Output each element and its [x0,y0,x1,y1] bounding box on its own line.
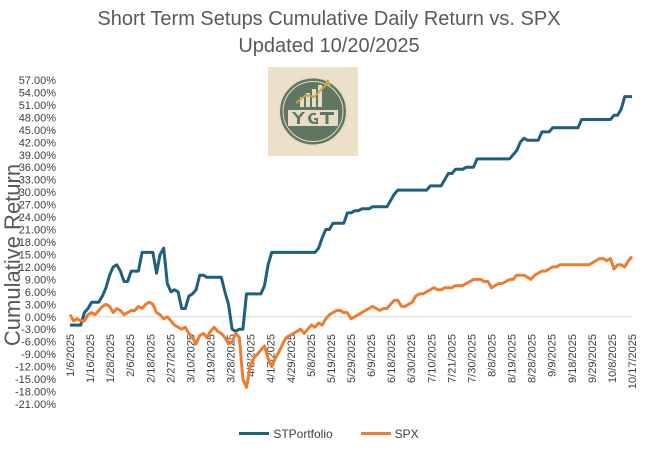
y-tick-label: 24.00% [19,212,57,224]
series-lines [68,95,634,389]
y-axis-ticks: 57.00%54.00%51.00%48.00%45.00%42.00%39.0… [15,75,56,411]
y-tick-label: 54.00% [19,87,57,99]
x-tick-label: 10/8/2025 [607,334,619,383]
series-line-spx [68,255,634,389]
x-tick-label: 5/19/2025 [326,334,338,383]
legend-item-stportfolio: STPortfolio [239,426,333,441]
y-tick-label: 57.00% [19,75,57,87]
chart-title: Short Term Setups Cumulative Daily Retur… [97,8,561,30]
x-tick-label: 2/27/2025 [165,334,177,383]
x-tick-label: 4/17/2025 [266,334,278,383]
x-tick-label: 4/8/2025 [246,334,258,377]
x-tick-label: 4/29/2025 [286,334,298,383]
x-tick-label: 3/28/2025 [226,334,238,383]
legend-swatch [239,432,270,435]
legend-label: STPortfolio [273,426,333,441]
x-tick-label: 1/6/2025 [65,334,77,377]
x-tick-label: 7/21/2025 [446,334,458,383]
y-tick-label: 27.00% [19,200,57,212]
y-tick-label: -15.00% [15,374,56,386]
x-axis-ticks: 1/6/2025 1/16/2025 1/28/2025 2/6/2025 2/18/2… [65,334,639,389]
x-tick-label: 3/19/2025 [206,334,218,383]
x-tick-label: 3/10/2025 [185,334,197,383]
x-tick-label: 8/19/2025 [507,334,519,383]
chart-title-block: Short Term Setups Cumulative Daily Retur… [0,6,658,60]
x-tick-label: 9/9/2025 [547,334,559,377]
y-tick-label: 3.00% [25,299,56,311]
series-line-stportfolio [70,95,632,333]
chart-subtitle: Updated 10/20/2025 [238,35,420,57]
x-tick-label: 6/18/2025 [386,334,398,383]
y-tick-label: 33.00% [19,175,57,187]
y-tick-label: 15.00% [19,249,57,261]
y-tick-label: -12.00% [15,362,56,374]
ygt-logo-icon [278,76,348,147]
x-tick-label: 1/28/2025 [105,334,117,383]
y-tick-label: -3.00% [21,324,56,336]
y-tick-label: -21.00% [15,399,56,411]
x-tick-label: 2/18/2025 [145,334,157,383]
y-tick-label: -9.00% [21,349,56,361]
x-tick-label: 7/10/2025 [426,334,438,383]
y-tick-label: 6.00% [25,287,56,299]
y-tick-label: 0.00% [25,312,56,324]
x-tick-label: 7/30/2025 [466,334,478,383]
y-tick-label: 18.00% [19,237,57,249]
x-tick-label: 2/6/2025 [125,334,137,377]
legend-label: SPX [394,426,419,441]
ygt-logo [268,67,358,156]
x-tick-label: 10/17/2025 [627,334,639,389]
x-tick-label: 9/18/2025 [567,334,579,383]
x-tick-label: 8/28/2025 [527,334,539,383]
chart-legend: STPortfolio SPX [0,424,658,441]
x-tick-label: 6/30/2025 [406,334,418,383]
y-tick-label: 45.00% [19,125,57,137]
x-tick-label: 5/8/2025 [306,334,318,377]
y-tick-label: 9.00% [25,274,56,286]
y-axis-label: Cumulative Return [0,164,25,346]
y-tick-label: 42.00% [19,137,57,149]
y-tick-label: 39.00% [19,150,57,162]
x-tick-label: 9/29/2025 [587,334,599,383]
legend-swatch [360,432,391,435]
legend-item-spx: SPX [360,426,419,441]
y-tick-label: 30.00% [19,187,57,199]
x-tick-label: 6/9/2025 [366,334,378,377]
y-tick-label: 21.00% [19,225,57,237]
x-tick-label: 8/8/2025 [487,334,499,377]
x-tick-label: 1/16/2025 [85,334,97,383]
y-tick-label: -6.00% [21,337,56,349]
y-tick-label: 48.00% [19,112,57,124]
y-tick-label: 36.00% [19,162,57,174]
y-tick-label: 12.00% [19,262,57,274]
y-tick-label: 51.00% [19,100,57,112]
x-tick-label: 5/29/2025 [346,334,358,383]
y-tick-label: -18.00% [15,387,56,399]
